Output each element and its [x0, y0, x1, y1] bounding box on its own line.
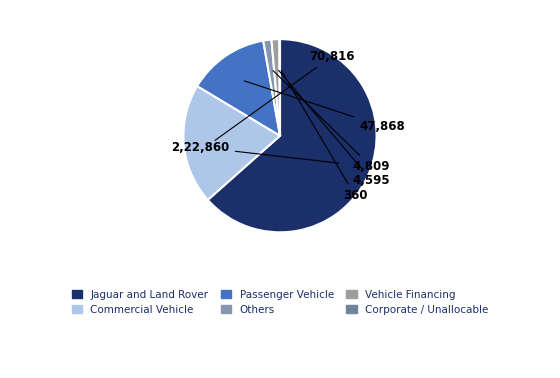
Text: 47,868: 47,868 — [244, 81, 405, 133]
Wedge shape — [184, 86, 280, 200]
Text: 360: 360 — [281, 71, 367, 202]
Text: 70,816: 70,816 — [215, 50, 354, 140]
Wedge shape — [208, 39, 376, 232]
Text: 4,595: 4,595 — [278, 70, 390, 187]
Text: 2,22,860: 2,22,860 — [171, 141, 339, 163]
Wedge shape — [272, 39, 280, 136]
Wedge shape — [263, 40, 280, 136]
Legend: Jaguar and Land Rover, Commercial Vehicle, Passenger Vehicle, Others, Vehicle Fi: Jaguar and Land Rover, Commercial Vehicl… — [67, 285, 493, 319]
Text: 4,809: 4,809 — [273, 71, 390, 173]
Wedge shape — [279, 39, 280, 136]
Wedge shape — [197, 40, 280, 136]
